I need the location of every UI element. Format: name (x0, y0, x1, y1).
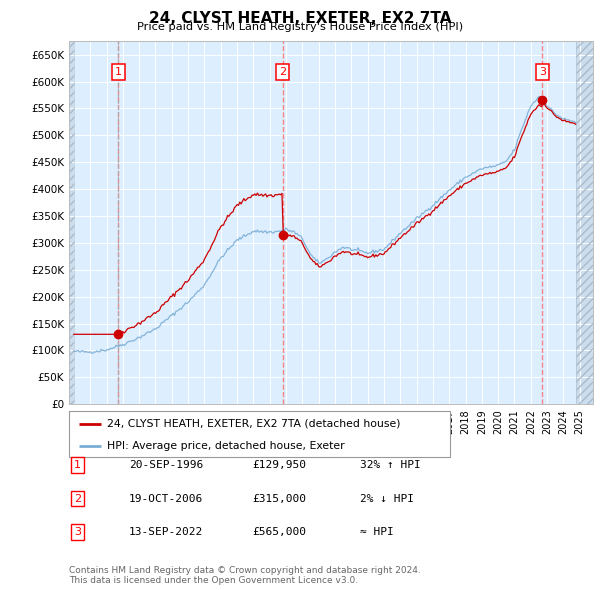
Text: 24, CLYST HEATH, EXETER, EX2 7TA (detached house): 24, CLYST HEATH, EXETER, EX2 7TA (detach… (107, 419, 401, 429)
Bar (575, 41, 593, 404)
Text: 2: 2 (74, 494, 81, 503)
Text: 24, CLYST HEATH, EXETER, EX2 7TA: 24, CLYST HEATH, EXETER, EX2 7TA (149, 11, 451, 25)
Bar (69, 41, 74, 404)
Text: 1: 1 (74, 460, 81, 470)
Text: ≈ HPI: ≈ HPI (360, 527, 394, 537)
Text: £315,000: £315,000 (252, 494, 306, 503)
Text: HPI: Average price, detached house, Exeter: HPI: Average price, detached house, Exet… (107, 441, 345, 451)
Text: 3: 3 (539, 67, 546, 77)
Text: 19-OCT-2006: 19-OCT-2006 (129, 494, 203, 503)
Text: 32% ↑ HPI: 32% ↑ HPI (360, 460, 421, 470)
Text: 2% ↓ HPI: 2% ↓ HPI (360, 494, 414, 503)
Bar (69, 41, 74, 404)
Text: 20-SEP-1996: 20-SEP-1996 (129, 460, 203, 470)
Text: £129,950: £129,950 (252, 460, 306, 470)
Text: Contains HM Land Registry data © Crown copyright and database right 2024.
This d: Contains HM Land Registry data © Crown c… (69, 566, 421, 585)
Text: 1: 1 (115, 67, 122, 77)
Text: 3: 3 (74, 527, 81, 537)
Text: 2: 2 (279, 67, 286, 77)
Text: 13-SEP-2022: 13-SEP-2022 (129, 527, 203, 537)
Text: Price paid vs. HM Land Registry's House Price Index (HPI): Price paid vs. HM Land Registry's House … (137, 22, 463, 32)
Bar (575, 41, 593, 404)
Text: £565,000: £565,000 (252, 527, 306, 537)
